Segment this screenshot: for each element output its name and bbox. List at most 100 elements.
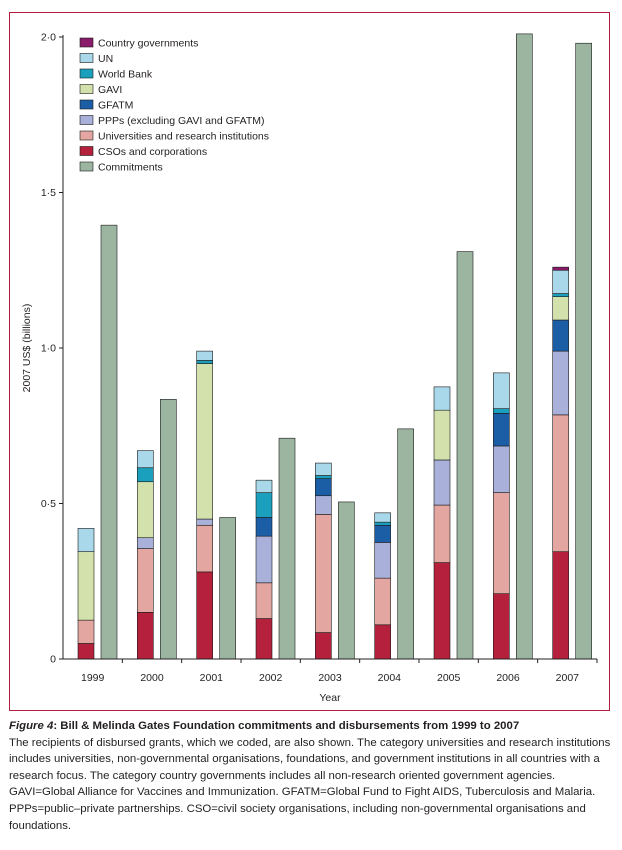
bar-ppps-excluding-gavi-and-gfatm-2004	[374, 542, 391, 579]
caption-figure-number: Figure 4	[9, 720, 54, 732]
bar-universities-and-research-institutions-2003	[315, 514, 332, 633]
legend-label-gfatm: GFATM	[98, 100, 133, 112]
bar-csos-and-corporations-2001	[196, 571, 213, 660]
x-tick-label: 2007	[556, 672, 580, 684]
bar-commitments-1999	[100, 224, 118, 660]
legend-swatch-gavi	[79, 84, 94, 94]
x-tick-label: 2005	[437, 672, 461, 684]
bar-commitments-2007	[575, 42, 592, 660]
bar-ppps-excluding-gavi-and-gfatm-2006	[493, 445, 510, 493]
bar-world-bank-2004	[374, 521, 391, 526]
bar-gfatm-2007	[552, 319, 569, 352]
bar-gfatm-2003	[315, 478, 332, 497]
bar-un-2004	[374, 512, 391, 523]
legend-swatch-csos-and-corporations	[79, 146, 94, 156]
bar-csos-and-corporations-2006	[493, 593, 510, 660]
bar-ppps-excluding-gavi-and-gfatm-2007	[552, 350, 569, 416]
bar-universities-and-research-institutions-1999	[77, 619, 95, 644]
bar-ppps-excluding-gavi-and-gfatm-2001	[196, 518, 213, 526]
bar-universities-and-research-institutions-2005	[433, 504, 451, 563]
bar-gavi-2007	[552, 296, 569, 321]
bar-un-2002	[255, 479, 273, 493]
y-tick-label: 1·0	[41, 343, 56, 355]
bar-gfatm-2006	[493, 413, 510, 447]
figure-frame	[9, 12, 610, 711]
x-tick-label: 2004	[378, 672, 402, 684]
bar-world-bank-2000	[137, 467, 154, 483]
bar-world-bank-2006	[493, 408, 510, 414]
bar-un-2000	[137, 450, 154, 469]
caption-title: Bill & Melinda Gates Foundation commitme…	[60, 720, 520, 732]
legend-swatch-world-bank	[79, 68, 94, 79]
x-tick-label: 2003	[318, 672, 342, 684]
figure-caption: Figure 4: Bill & Melinda Gates Foundatio…	[9, 718, 613, 834]
legend-label-commitments: Commitments	[98, 162, 163, 174]
bar-universities-and-research-institutions-2001	[196, 524, 213, 573]
legend-label-world-bank: World Bank	[98, 69, 153, 81]
bar-gavi-2001	[196, 363, 213, 520]
caption-title-line: Figure 4: Bill & Melinda Gates Foundatio…	[9, 720, 520, 732]
legend-swatch-gfatm	[79, 99, 94, 110]
bar-universities-and-research-institutions-2004	[374, 577, 391, 626]
bar-country-governments-2007	[552, 266, 569, 271]
bar-ppps-excluding-gavi-and-gfatm-2003	[315, 495, 332, 515]
bar-ppps-excluding-gavi-and-gfatm-2000	[137, 537, 154, 549]
bar-csos-and-corporations-2000	[137, 612, 154, 660]
bar-csos-and-corporations-2004	[374, 624, 391, 660]
bar-commitments-2000	[160, 399, 177, 660]
x-axis-label: Year	[319, 692, 341, 704]
x-tick-label: 2006	[496, 672, 520, 684]
bar-csos-and-corporations-2005	[433, 562, 451, 660]
legend-label-gavi: GAVI	[98, 84, 122, 96]
bar-commitments-2002	[278, 437, 296, 660]
bar-universities-and-research-institutions-2000	[137, 548, 154, 613]
bar-commitments-2003	[338, 501, 355, 660]
x-tick-label: 2001	[200, 672, 224, 684]
legend-label-csos-and-corporations: CSOs and corporations	[98, 146, 207, 158]
legend-swatch-un	[79, 53, 94, 63]
legend-label-ppps-excluding-gavi-and-gfatm: PPPs (excluding GAVI and GFATM)	[98, 115, 265, 127]
legend-label-universities-and-research-institutions: Universities and research institutions	[98, 131, 269, 143]
bar-commitments-2005	[456, 251, 474, 660]
bar-world-bank-2001	[196, 360, 213, 364]
bar-un-2005	[433, 386, 451, 411]
legend-label-country-governments: Country governments	[98, 38, 198, 50]
bar-un-2007	[552, 269, 569, 294]
caption-text: The recipients of disbursed grants, whic…	[9, 736, 611, 832]
bar-un-2001	[196, 350, 213, 361]
y-tick-label: 0·5	[41, 498, 56, 510]
legend-swatch-ppps-excluding-gavi-and-gfatm	[79, 115, 94, 125]
bar-universities-and-research-institutions-2006	[493, 492, 510, 594]
bar-un-2006	[493, 372, 510, 409]
bar-world-bank-2003	[315, 475, 332, 479]
bar-ppps-excluding-gavi-and-gfatm-2005	[433, 459, 451, 506]
bar-commitments-2004	[397, 428, 414, 660]
legend-label-un: UN	[98, 53, 113, 65]
bar-ppps-excluding-gavi-and-gfatm-2002	[255, 535, 273, 584]
bar-world-bank-2007	[552, 293, 569, 297]
x-tick-label: 1999	[81, 672, 105, 684]
y-tick-label: 0	[50, 654, 56, 666]
bars	[77, 33, 592, 660]
bar-commitments-2001	[219, 517, 236, 660]
x-tick-label: 2002	[259, 672, 283, 684]
bar-gfatm-2002	[255, 517, 273, 537]
legend: Country governments UN World Bank GAVI GFATM…	[79, 37, 269, 174]
bar-un-2003	[315, 462, 332, 476]
legend-swatch-country-governments	[79, 37, 94, 48]
bar-csos-and-corporations-2007	[552, 551, 569, 660]
bar-csos-and-corporations-1999	[77, 643, 95, 660]
y-tick-label: 1·5	[41, 187, 56, 199]
y-axis-label: 2007 US$ (billions)	[21, 304, 33, 393]
chart: Country governments UN World Bank GAVI GFATM…	[21, 32, 598, 704]
bar-gfatm-2004	[374, 524, 391, 543]
x-tick-label: 2000	[140, 672, 164, 684]
bar-universities-and-research-institutions-2002	[255, 582, 273, 619]
bar-gavi-1999	[77, 551, 95, 621]
bar-world-bank-2002	[255, 492, 273, 518]
bar-csos-and-corporations-2003	[315, 632, 332, 660]
legend-swatch-commitments	[79, 161, 94, 172]
bar-gavi-2005	[433, 409, 451, 461]
bar-un-1999	[77, 528, 95, 553]
bar-gavi-2000	[137, 481, 154, 539]
